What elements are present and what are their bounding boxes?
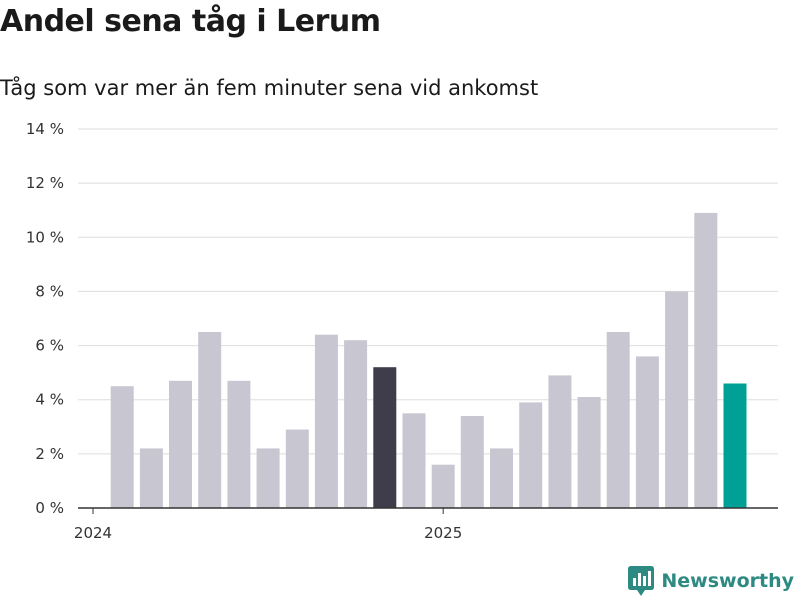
bars: [110, 212, 747, 509]
bar-2025-02: [460, 416, 484, 508]
bar-2025-05: [548, 375, 572, 508]
gridlines: [78, 128, 778, 455]
bar-2024-12: [402, 413, 426, 509]
brand-name: Newsworthy: [661, 570, 794, 592]
bar-2024-10: [344, 340, 368, 508]
bar-2024-11: [373, 367, 397, 508]
y-tick-label: 14 %: [26, 120, 64, 138]
y-tick-label: 4 %: [35, 391, 64, 409]
bar-2025-01: [431, 464, 455, 508]
x-axis: 2024 2025: [74, 507, 778, 542]
bar-2025-03: [490, 448, 513, 508]
y-axis-labels: 0 % 2 % 4 % 6 % 8 % 10 % 12 % 14 %: [26, 120, 64, 517]
bar-2024-02: [110, 386, 134, 508]
bar-2024-05: [198, 332, 222, 508]
x-tick-label: 2025: [424, 524, 462, 542]
bar-2025-06: [577, 397, 601, 508]
y-tick-label: 10 %: [26, 228, 64, 246]
bar-2025-11: [723, 383, 747, 508]
bar-2025-04: [519, 402, 543, 508]
chart-subtitle: Tåg som var mer än fem minuter sena vid …: [0, 76, 539, 100]
newsworthy-chart-icon: [628, 566, 655, 596]
bar-2024-08: [285, 429, 309, 508]
bar-2025-08: [635, 356, 659, 508]
y-tick-label: 2 %: [35, 445, 64, 463]
x-tick-label: 2024: [74, 524, 112, 542]
bar-2024-03: [139, 448, 163, 508]
chart-title: Andel sena tåg i Lerum: [0, 4, 381, 39]
bar-2024-04: [169, 380, 192, 508]
bar-2024-07: [256, 448, 280, 508]
newsworthy-logo: Newsworthy: [628, 566, 794, 596]
bar-2024-09: [314, 334, 338, 508]
y-tick-label: 12 %: [26, 174, 64, 192]
bar-2024-06: [227, 380, 251, 508]
y-tick-label: 8 %: [35, 282, 64, 300]
y-tick-label: 0 %: [35, 499, 64, 517]
bar-2025-10: [694, 212, 718, 508]
bar-2025-09: [665, 291, 689, 508]
y-tick-label: 6 %: [35, 337, 64, 355]
bar-2025-07: [606, 332, 630, 508]
